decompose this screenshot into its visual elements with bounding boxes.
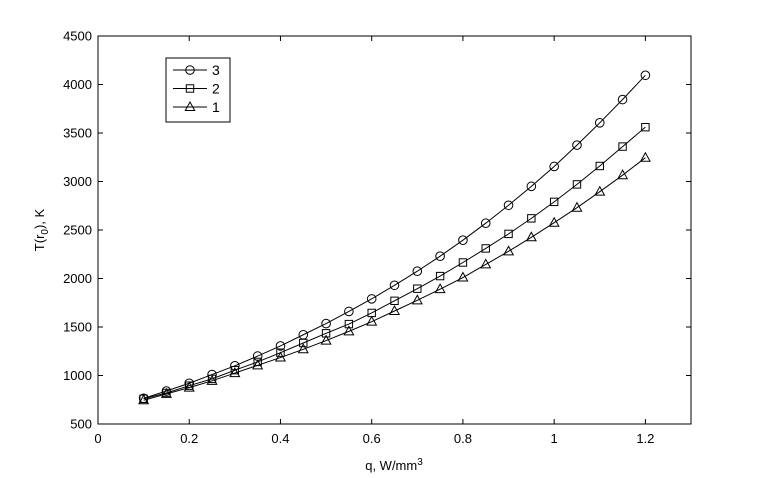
data-point-square xyxy=(276,348,285,357)
data-point-square xyxy=(549,197,559,207)
y-tick-label: 4500 xyxy=(63,29,92,44)
data-point-circle xyxy=(458,235,468,245)
data-point-circle xyxy=(435,251,445,261)
legend-item-3: 3 xyxy=(173,62,220,78)
legend-marker-triangle xyxy=(184,100,196,111)
data-point-triangle xyxy=(366,315,378,326)
data-point-circle xyxy=(344,306,354,317)
data-point-triangle xyxy=(388,304,401,315)
data-point-circle xyxy=(366,294,377,304)
data-point-triangle xyxy=(594,185,606,196)
data-point-square xyxy=(504,229,513,239)
data-point-square xyxy=(458,258,468,267)
x-axis-label: q, W/mm3 xyxy=(365,457,423,473)
legend-label: 1 xyxy=(212,99,220,115)
series-line-1 xyxy=(143,157,646,401)
series-1 xyxy=(138,151,651,405)
data-point-triangle xyxy=(297,343,309,354)
y-tick-label: 3000 xyxy=(63,174,92,189)
x-tick-label: 0.4 xyxy=(271,431,289,446)
data-point-square xyxy=(572,180,582,189)
data-point-circle xyxy=(275,341,286,351)
y-axis-label: T(r0), K xyxy=(32,208,51,251)
data-point-triangle xyxy=(502,245,515,256)
x-axis-label-superscript: 3 xyxy=(417,457,423,468)
legend: 3 2 1 xyxy=(165,57,231,123)
data-point-circle xyxy=(503,200,514,211)
series-line-2 xyxy=(143,126,646,400)
data-point-circle xyxy=(161,386,172,396)
y-tick-labels: 500 1000 1500 2000 2500 3000 3500 4000 4500 xyxy=(63,29,92,432)
data-point-square xyxy=(299,338,308,348)
data-point-triangle xyxy=(138,394,150,405)
axis-ticks xyxy=(97,35,691,425)
data-point-square xyxy=(595,161,604,171)
data-point-square xyxy=(344,319,354,329)
data-point-triangle xyxy=(548,216,560,227)
data-point-triangle xyxy=(206,374,218,385)
data-point-circle xyxy=(572,140,582,150)
data-point-triangle xyxy=(320,334,332,345)
data-point-circle xyxy=(594,118,605,128)
legend-label: 2 xyxy=(212,81,220,97)
y-tick-label: 1000 xyxy=(63,368,92,383)
data-point-circle xyxy=(617,94,628,105)
data-point-triangle xyxy=(343,325,355,336)
series-3 xyxy=(138,70,651,404)
series-line-3 xyxy=(143,74,646,399)
y-tick-label: 500 xyxy=(70,417,92,432)
data-point-triangle xyxy=(571,201,583,212)
data-point-circle xyxy=(549,161,559,172)
x-tick-labels: 0 0.2 0.4 0.6 0.8 1 1.2 xyxy=(94,431,654,446)
data-point-triangle xyxy=(229,367,241,378)
data-point-circle xyxy=(389,280,400,291)
data-point-square xyxy=(641,122,650,132)
y-tick-label: 3500 xyxy=(63,126,92,141)
legend-label: 3 xyxy=(212,62,220,78)
legend-item-1: 1 xyxy=(173,99,220,115)
data-point-triangle xyxy=(480,258,492,269)
y-tick-label: 1500 xyxy=(63,320,92,335)
y-tick-label: 2500 xyxy=(63,223,92,238)
legend-marker-square xyxy=(185,84,195,93)
data-point-triangle xyxy=(617,169,629,180)
data-point-triangle xyxy=(525,231,537,242)
data-point-circle xyxy=(640,70,651,81)
data-point-triangle xyxy=(639,151,651,162)
y-tick-label: 2000 xyxy=(63,271,92,286)
x-tick-label: 0.8 xyxy=(454,431,472,446)
legend-box xyxy=(165,57,231,123)
x-tick-label: 0.6 xyxy=(363,431,381,446)
data-point-triangle xyxy=(411,294,423,305)
legend-marker-circle xyxy=(185,65,195,75)
x-tick-label: 1.2 xyxy=(636,431,654,446)
series-group xyxy=(138,70,651,405)
data-point-square xyxy=(230,365,240,375)
data-point-triangle xyxy=(457,271,469,282)
data-point-triangle xyxy=(434,283,446,294)
y-axis-label-subscript: 0 xyxy=(40,229,51,235)
data-point-triangle xyxy=(252,359,264,370)
data-point-circle xyxy=(412,266,423,277)
data-point-circle xyxy=(526,181,537,192)
data-point-square xyxy=(435,271,445,281)
data-point-triangle xyxy=(160,387,172,398)
data-point-circle xyxy=(321,318,331,329)
data-point-square xyxy=(321,329,331,338)
x-tick-label: 0 xyxy=(94,431,101,446)
legend-items: 3 2 1 xyxy=(173,62,220,115)
legend-item-2: 2 xyxy=(173,81,220,97)
data-point-triangle xyxy=(274,351,287,362)
data-point-square xyxy=(390,296,399,306)
y-tick-label: 4000 xyxy=(63,77,92,92)
data-point-square xyxy=(481,244,490,253)
data-point-square xyxy=(618,142,627,151)
data-point-square xyxy=(413,284,422,293)
x-tick-label: 0.2 xyxy=(180,431,198,446)
data-point-triangle xyxy=(183,381,195,392)
data-point-square xyxy=(527,214,536,223)
data-point-circle xyxy=(480,218,491,229)
x-tick-label: 1 xyxy=(551,431,558,446)
